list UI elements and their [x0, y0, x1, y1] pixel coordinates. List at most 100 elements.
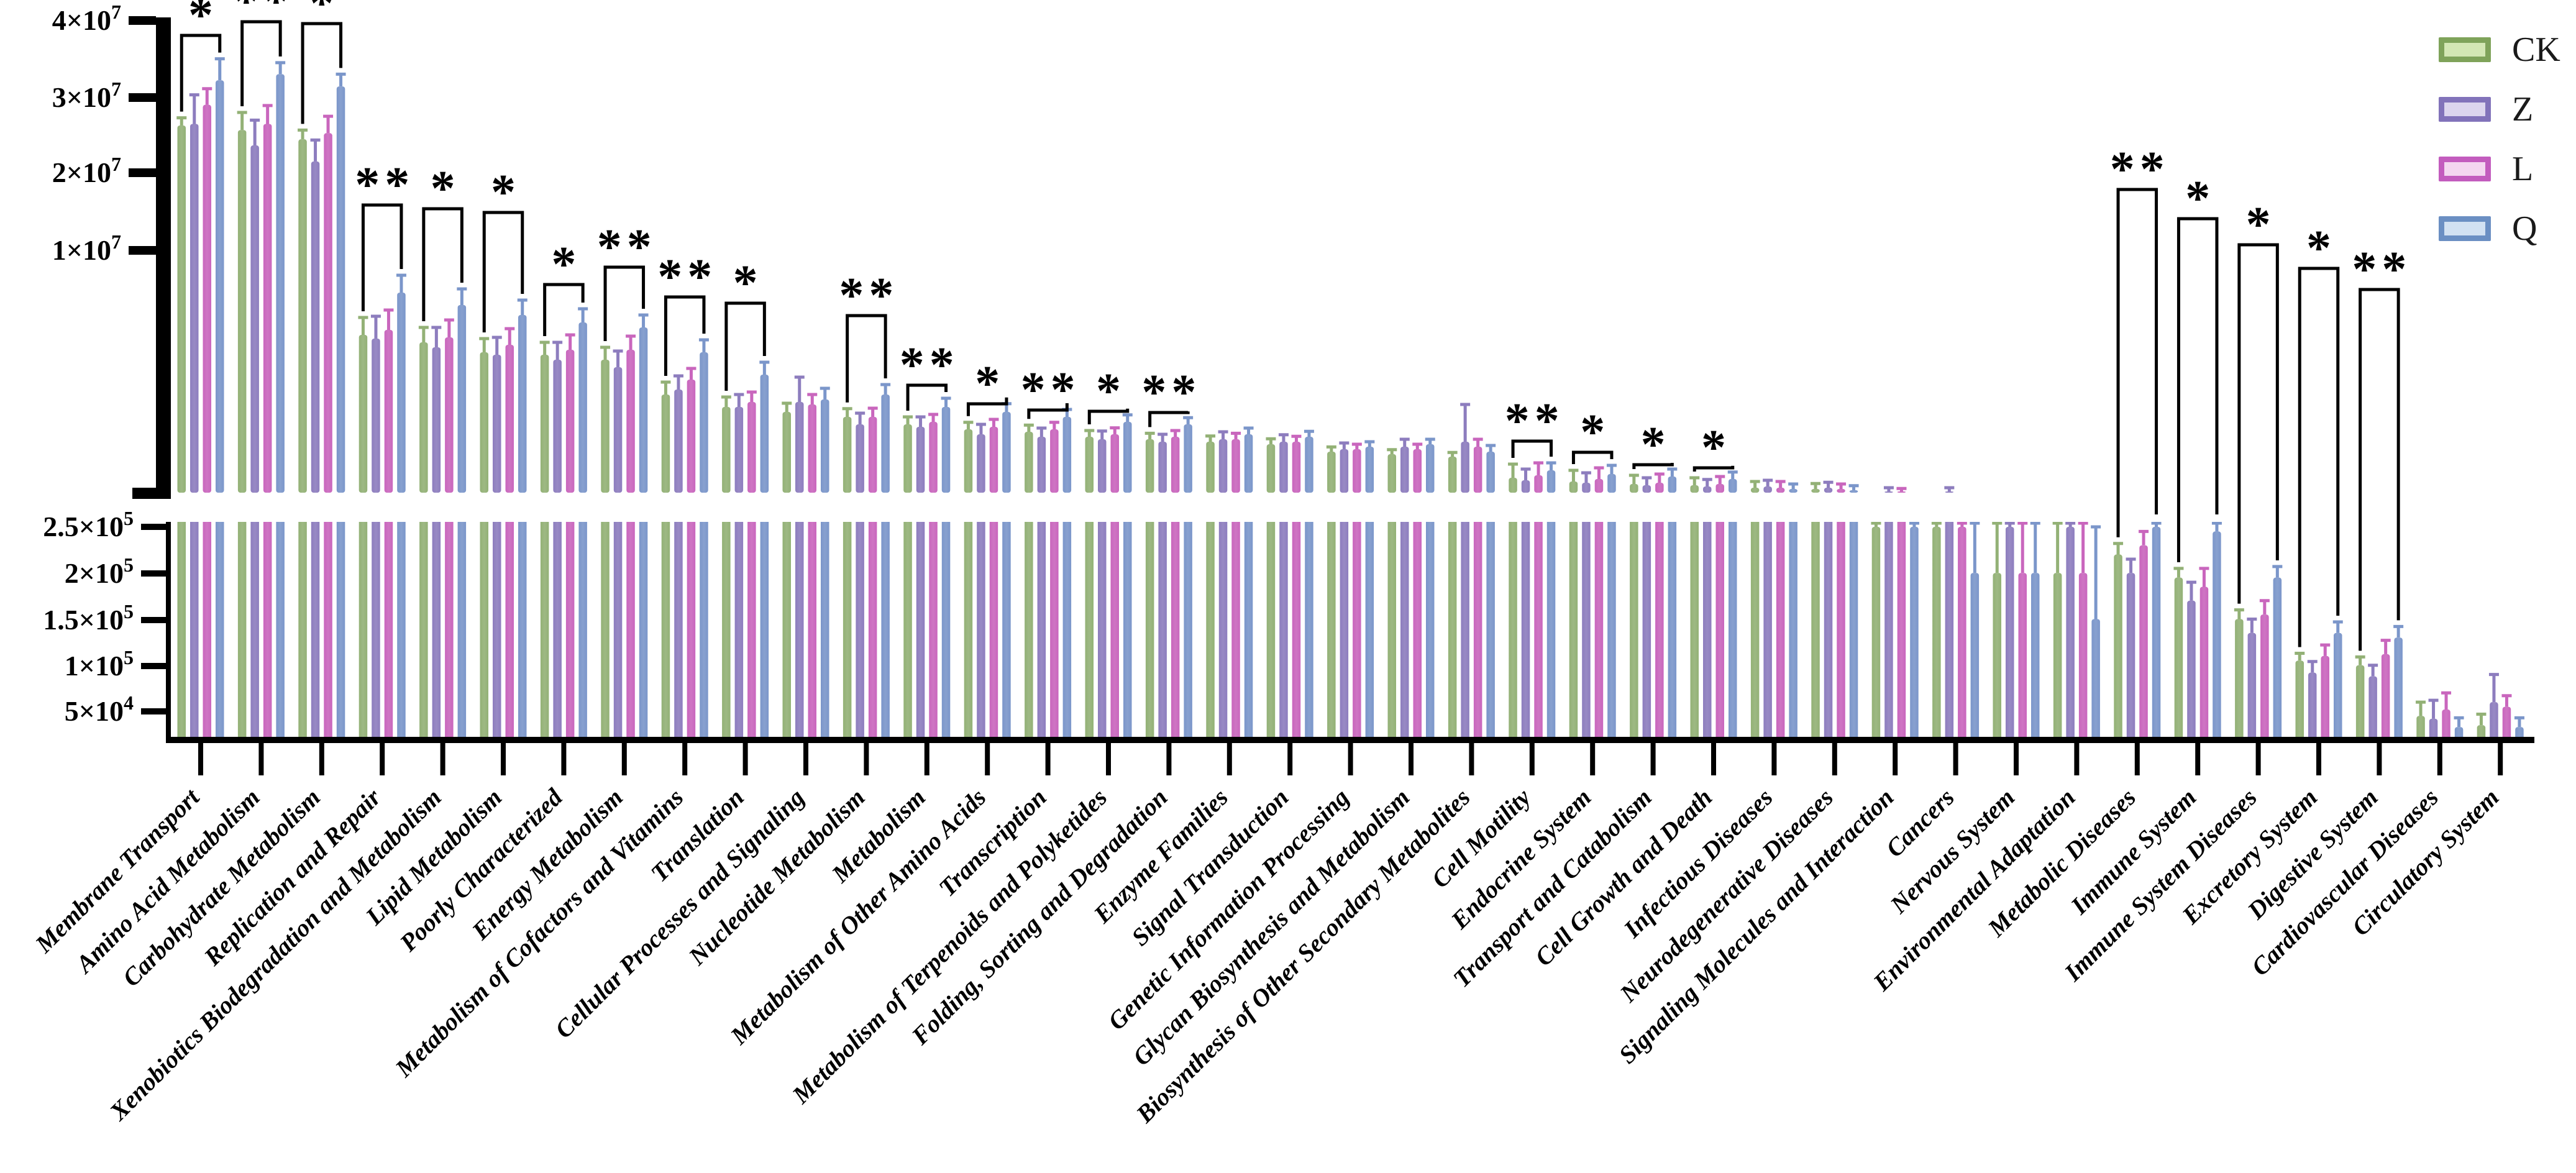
bar-lower-Q-38: [2515, 727, 2524, 739]
bar-upper-Z-26: [1763, 486, 1772, 493]
sig-bracket: [180, 34, 222, 112]
bar-upper-CK-10: [782, 412, 791, 493]
sig-star: *: [2246, 198, 2271, 252]
bar-lower-L-1: [263, 522, 272, 739]
bar-lower-L-16: [1171, 522, 1180, 739]
sig-star: *: [2140, 142, 2165, 197]
bar-upper-Z-22: [1521, 480, 1530, 493]
bar-lower-L-38: [2502, 706, 2511, 739]
bar-upper-Z-11: [856, 424, 864, 493]
bar-lower-CK-26: [1750, 522, 1760, 739]
bar-lower-L-31: [2078, 573, 2088, 739]
bar-upper-L-23: [1594, 479, 1604, 493]
bar-lower-CK-0: [177, 522, 186, 739]
bar-upper-L-13: [989, 427, 998, 493]
bar-lower-CK-13: [964, 522, 973, 739]
bar-lower-Q-29: [1970, 573, 1980, 739]
bar-lower-CK-21: [1448, 522, 1457, 739]
bar-upper-CK-5: [480, 352, 488, 493]
x-tick: [1893, 743, 1898, 775]
x-tick: [198, 743, 203, 775]
bar-lower-Q-28: [1910, 527, 1919, 739]
bar-lower-Z-22: [1521, 522, 1530, 739]
bar-lower-Q-23: [1607, 522, 1616, 739]
x-tick: [621, 743, 627, 775]
bar-lower-CK-19: [1327, 522, 1336, 739]
bar-lower-L-33: [2199, 586, 2209, 739]
bar-upper-CK-15: [1085, 437, 1094, 493]
bar-upper-L-22: [1534, 475, 1543, 493]
bar-lower-Z-31: [2066, 527, 2075, 739]
sig-bracket: [2237, 243, 2279, 604]
x-tick: [2255, 743, 2261, 775]
bar-lower-Q-14: [1062, 522, 1072, 739]
bar-lower-Z-12: [916, 522, 925, 739]
bar-lower-CK-7: [601, 522, 610, 739]
upper-y-tick: [129, 16, 156, 25]
bar-lower-Q-32: [2152, 527, 2161, 739]
bar-upper-CK-27: [1811, 489, 1820, 493]
bar-lower-Q-36: [2394, 637, 2403, 739]
legend-label-ck: CK: [2512, 30, 2560, 69]
bar-upper-CK-23: [1569, 482, 1578, 493]
bar-upper-L-7: [626, 350, 635, 493]
bar-upper-CK-2: [298, 139, 307, 493]
x-tick: [1287, 743, 1293, 775]
bar-upper-Z-24: [1642, 485, 1651, 493]
bar-lower-CK-4: [419, 522, 428, 739]
bar-lower-Z-30: [2006, 527, 2014, 739]
x-tick: [1045, 743, 1051, 775]
bar-upper-Q-13: [1002, 412, 1011, 493]
upper-y-tick: [129, 246, 156, 255]
bar-upper-Z-29: [1945, 491, 1954, 493]
sig-bracket: [301, 22, 343, 124]
bar-upper-CK-16: [1145, 439, 1154, 493]
bar-lower-Q-33: [2213, 531, 2221, 739]
sig-star: *: [687, 250, 712, 304]
bar-lower-L-28: [1897, 522, 1906, 739]
bar-lower-Z-16: [1158, 522, 1167, 739]
bar-lower-Q-11: [881, 522, 890, 739]
x-tick: [1832, 743, 1837, 775]
bar-lower-Q-20: [1426, 522, 1435, 739]
bar-upper-L-14: [1050, 429, 1059, 493]
bar-upper-Q-4: [457, 305, 467, 493]
bar-lower-CK-34: [2235, 619, 2244, 739]
sig-star: *: [1141, 365, 1166, 420]
bar-lower-L-2: [324, 522, 332, 739]
legend-label-q: Q: [2512, 209, 2537, 248]
bar-lower-L-13: [989, 522, 998, 739]
sig-star: *: [1505, 394, 1530, 449]
sig-star: *: [975, 357, 1000, 411]
sig-star: *: [385, 158, 409, 212]
bar-upper-L-25: [1715, 484, 1724, 493]
x-tick: [2437, 743, 2442, 775]
sig-bracket: [1027, 403, 1069, 419]
bar-upper-CK-6: [540, 355, 549, 493]
bar-upper-L-18: [1292, 442, 1301, 493]
bar-upper-CK-13: [964, 429, 973, 493]
x-tick: [1590, 743, 1596, 775]
sig-bracket: [240, 20, 282, 106]
sig-star: *: [2306, 221, 2331, 276]
bar-lower-L-9: [747, 522, 756, 739]
bar-lower-L-35: [2321, 655, 2329, 739]
sig-star: *: [1171, 365, 1196, 420]
bar-lower-Q-16: [1184, 522, 1192, 739]
upper-y-tick-label: 2×107: [52, 153, 121, 188]
bar-upper-Q-15: [1123, 422, 1132, 493]
z-swatch-icon: [2439, 97, 2491, 122]
sig-bracket: [1511, 439, 1553, 458]
x-tick: [803, 743, 808, 775]
bar-lower-Z-18: [1279, 522, 1288, 739]
bar-upper-CK-17: [1206, 442, 1215, 493]
sig-star: *: [188, 0, 213, 43]
bar-upper-CK-7: [601, 360, 610, 493]
bar-upper-Q-26: [1789, 489, 1797, 493]
bar-upper-L-6: [565, 350, 575, 493]
bar-lower-L-29: [1958, 527, 1966, 739]
bar-lower-Z-29: [1945, 522, 1954, 739]
sig-star: *: [900, 338, 925, 393]
bar-lower-Z-23: [1582, 522, 1591, 739]
